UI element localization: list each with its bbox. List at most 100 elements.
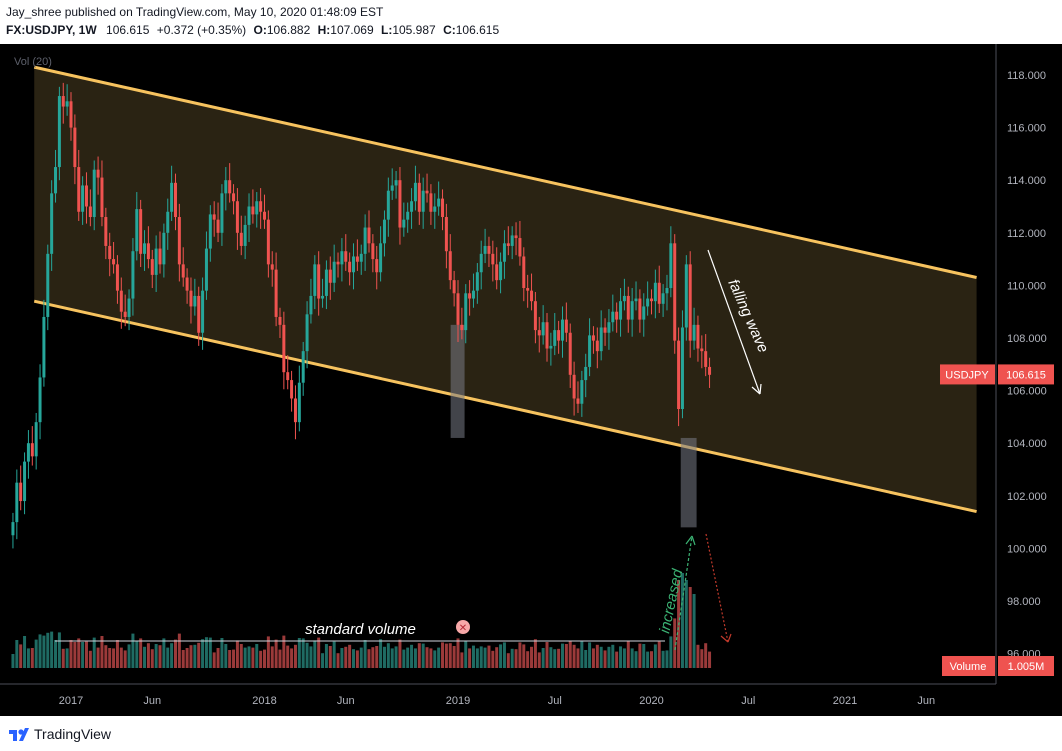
volume-bar (228, 650, 232, 668)
volume-bar (30, 648, 34, 668)
candle-body (375, 259, 379, 273)
volume-bar (704, 643, 708, 668)
candle-body (634, 298, 638, 302)
volume-bar (270, 646, 274, 668)
volume-bar (622, 648, 626, 668)
y-tick-label: 108.000 (1007, 333, 1047, 345)
price-change: +0.372 (+0.35%) (156, 23, 247, 37)
volume-bar (11, 654, 15, 668)
candle-body (483, 245, 487, 254)
volume-bar (464, 640, 468, 668)
volume-bar (580, 640, 584, 668)
candle-body (622, 295, 626, 302)
volume-bar (193, 644, 197, 668)
candle-body (270, 264, 274, 270)
volume-bar (661, 650, 665, 668)
price-tag-box (998, 364, 1054, 385)
volume-bar (255, 644, 259, 668)
volume-bar (84, 641, 88, 668)
candle-body (456, 293, 460, 325)
volume-bar (46, 632, 50, 668)
candle-body (185, 277, 189, 291)
volume-bar (42, 635, 46, 668)
volume-bar (170, 643, 174, 668)
volume-bar (634, 651, 638, 668)
candle-body (115, 264, 119, 291)
volume-bar (15, 640, 19, 668)
volume-bar (247, 646, 251, 668)
candle-body (479, 253, 483, 273)
candle-body (150, 259, 154, 275)
candle-body (15, 482, 19, 523)
falling-wave-arrow[interactable] (707, 249, 761, 395)
symbol-interval: FX:USDJPY, 1W (6, 23, 97, 37)
shaded-boxes-layer (450, 324, 697, 528)
candle-body (708, 366, 712, 375)
candle-body (421, 190, 425, 212)
falling-wave-arrowhead (751, 383, 762, 395)
channel-lower-line[interactable] (33, 299, 977, 514)
volume-bar (537, 652, 541, 668)
volume-bar (352, 649, 356, 668)
candle-body (506, 243, 510, 246)
volume-bar (607, 646, 611, 668)
volume-bar (263, 649, 266, 668)
volume-bar (189, 645, 193, 668)
standard-volume-label: standard volume (305, 621, 416, 638)
volume-bar (479, 646, 483, 668)
volume-bar (394, 646, 398, 668)
candle-body (305, 314, 309, 352)
candle-body (491, 253, 495, 265)
volume-bar (112, 648, 116, 668)
candle-body (162, 232, 166, 265)
x-tick-label: Jun (337, 695, 355, 707)
volume-tag-value-box (998, 656, 1054, 676)
candle-body (495, 264, 499, 281)
channel-upper-line[interactable] (33, 65, 977, 279)
channel-layer (33, 65, 977, 514)
candle-body (50, 193, 54, 254)
candle-body (26, 443, 30, 462)
volume-bar (375, 646, 379, 668)
candle-body (410, 201, 414, 212)
chart-area[interactable]: standard volume ✕ falling wave increased 11… (0, 44, 1062, 716)
candle-body (239, 232, 243, 246)
volume-bar (115, 640, 119, 668)
volume-bar (340, 648, 344, 668)
candle-body (286, 372, 290, 381)
candle-body (108, 245, 112, 260)
candle-body (11, 522, 15, 536)
candle-body (69, 101, 73, 128)
remove-marker-icon[interactable] (456, 620, 470, 634)
candle-body (677, 340, 681, 410)
y-tick-label: 110.000 (1007, 280, 1046, 292)
candle-body (452, 280, 456, 294)
candle-body (704, 351, 708, 367)
volume-bar (166, 647, 170, 668)
volume-bar (313, 640, 317, 668)
candle-body (139, 209, 143, 254)
candle-body (371, 243, 375, 260)
decline-arrow[interactable] (705, 533, 729, 643)
candle-body (665, 288, 669, 294)
candle-body (127, 298, 131, 317)
volume-bar (584, 650, 588, 668)
candle-body (317, 264, 321, 299)
candle-body (65, 101, 69, 107)
close-value: 106.615 (455, 23, 500, 37)
candle-body (352, 256, 356, 273)
volume-bar (386, 643, 390, 668)
candle-body (549, 345, 553, 349)
shaded-box-2[interactable] (680, 437, 697, 528)
candle-body (247, 206, 251, 225)
candle-body (297, 382, 301, 423)
shaded-box-1[interactable] (450, 324, 465, 438)
candle-body (646, 298, 650, 307)
candle-body (429, 193, 433, 212)
volume-bar (406, 647, 410, 668)
volume-bar (487, 645, 491, 668)
tradingview-logo[interactable]: TradingView (8, 726, 111, 742)
increased-arrow[interactable] (674, 535, 693, 651)
volume-bar (471, 645, 475, 668)
